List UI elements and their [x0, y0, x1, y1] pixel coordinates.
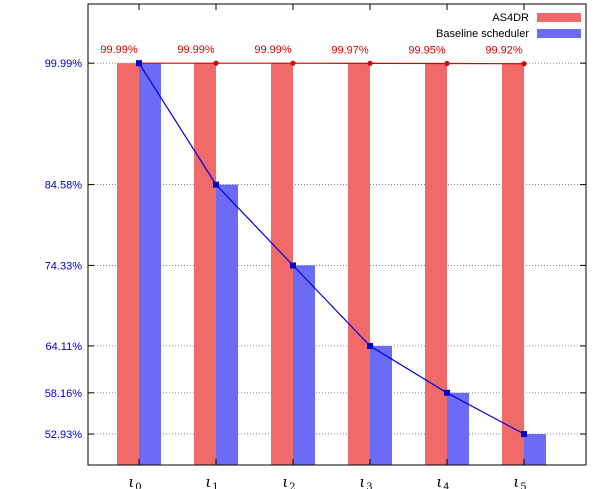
y-tick-label: 74.33% [45, 260, 83, 272]
line-as4dr [139, 62, 525, 65]
point-as4dr [444, 60, 450, 67]
y-tick-label: 64.11% [46, 341, 83, 353]
legend-swatch [537, 13, 581, 22]
y-tick-label: 58.16% [45, 388, 83, 400]
bar-baseline [139, 63, 161, 465]
point-as4dr [521, 61, 527, 67]
x-tick-label: ι4 [436, 473, 449, 489]
bar-as4dr [502, 63, 524, 465]
bar-as4dr [117, 63, 139, 465]
bar-baseline [370, 345, 392, 465]
x-tick-label: ι2 [282, 473, 295, 489]
x-tick-label: ι0 [128, 473, 141, 489]
point-baseline [290, 262, 296, 269]
y-tick-label: 84.58% [45, 180, 83, 192]
series-lines [136, 60, 527, 438]
bar-baseline [447, 392, 469, 465]
bar-as4dr [194, 63, 216, 465]
bar-as4dr [271, 63, 293, 465]
x-tick-label: ι5 [513, 473, 526, 489]
data-label-as4dr: 99.99% [254, 44, 292, 56]
axes: 52.93% 58.16% 64.11% 74.33% 84.58% 99.99% ι0 ι1… [45, 3, 587, 489]
point-as4dr [213, 60, 219, 66]
data-label-as4dr: 99.92% [485, 45, 523, 57]
point-baseline [367, 342, 373, 349]
data-label-as4dr: 99.97% [331, 44, 369, 56]
legend-swatch [537, 29, 581, 38]
point-baseline [213, 181, 219, 188]
point-baseline [521, 431, 527, 438]
data-label-as4dr: 99.95% [408, 44, 446, 56]
x-tick-label: ι3 [359, 473, 372, 489]
point-baseline [136, 60, 142, 67]
bar-baseline [216, 184, 238, 465]
bar-baseline [293, 265, 315, 465]
legend: AS4DR Baseline scheduler [436, 12, 581, 40]
bar-as4dr [425, 63, 447, 465]
data-labels: 99.99% 99.99% 99.99% 99.97% 99.95% 99.92% [100, 44, 523, 57]
y-tick-label: 52.93% [45, 429, 83, 441]
x-tick-label: ι1 [205, 473, 218, 489]
bars [117, 63, 546, 465]
bar-baseline [524, 434, 546, 465]
legend-label: AS4DR [492, 12, 529, 24]
y-tick-label: 99.99% [45, 58, 83, 70]
bar-as4dr [348, 63, 370, 465]
plot-frame [87, 3, 587, 466]
point-baseline [444, 389, 450, 396]
data-label-as4dr: 99.99% [100, 44, 138, 56]
data-label-as4dr: 99.99% [177, 44, 215, 56]
point-as4dr [290, 60, 296, 66]
line-baseline [138, 62, 525, 435]
legend-label: Baseline scheduler [436, 28, 529, 40]
point-as4dr [367, 60, 373, 66]
